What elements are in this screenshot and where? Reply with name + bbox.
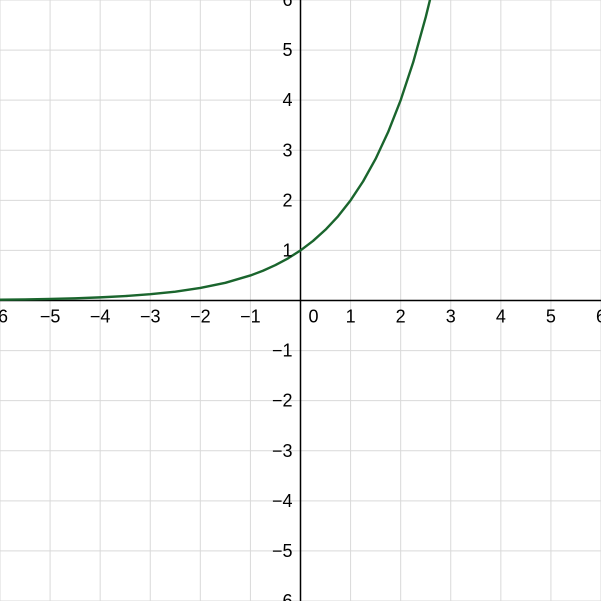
x-tick-label: 4 <box>496 307 506 327</box>
coordinate-plane-chart: -6 −5 −4 −3 −2 −1 0 1 2 3 4 5 6 -6 −5 −4 −3 −2 −1 1 2 3 4 5 6 <box>0 0 601 601</box>
y-tick-label: 6 <box>282 0 292 10</box>
y-tick-label: −4 <box>272 491 293 511</box>
y-tick-label: −3 <box>272 441 293 461</box>
x-tick-label: −2 <box>190 307 211 327</box>
y-tick-label: −1 <box>272 341 293 361</box>
y-tick-label: −5 <box>272 541 293 561</box>
x-tick-label: -6 <box>0 307 8 327</box>
x-tick-label: 0 <box>309 307 319 327</box>
x-tick-label: 3 <box>446 307 456 327</box>
x-tick-label: −4 <box>90 307 111 327</box>
y-tick-label: 3 <box>282 140 292 160</box>
x-tick-label: 1 <box>346 307 356 327</box>
y-tick-label: −2 <box>272 391 293 411</box>
y-tick-label: -6 <box>276 591 292 601</box>
y-tick-label: 5 <box>282 40 292 60</box>
x-tick-label: −3 <box>140 307 161 327</box>
x-tick-label: 6 <box>596 307 601 327</box>
x-tick-label: 2 <box>396 307 406 327</box>
x-tick-label: 5 <box>546 307 556 327</box>
plot-svg: -6 −5 −4 −3 −2 −1 0 1 2 3 4 5 6 -6 −5 −4 −3 −2 −1 1 2 3 4 5 6 <box>0 0 601 601</box>
x-tick-label: −5 <box>40 307 61 327</box>
y-tick-label: 4 <box>282 90 292 110</box>
y-tick-label: 2 <box>282 190 292 210</box>
x-tick-label: −1 <box>240 307 261 327</box>
y-tick-label: 1 <box>282 240 292 260</box>
